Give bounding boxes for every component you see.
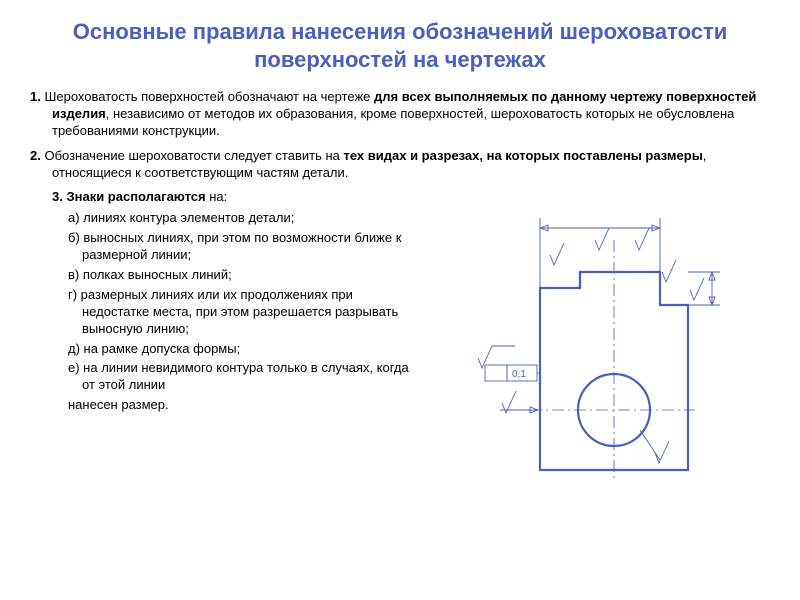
tolerance-label: 0,1	[512, 369, 526, 380]
sub-b: б) выносных линиях, при этом по возможно…	[68, 230, 420, 264]
technical-diagram: 0,1	[430, 210, 750, 490]
sublist: а) линиях контура элементов детали; б) в…	[30, 210, 420, 495]
tolerance-box-1	[485, 365, 507, 381]
sub-e: д) на рамке допуска формы;	[68, 341, 420, 358]
roughness-symbol-1	[550, 243, 564, 265]
p2-lead: Обозначение шероховатости следует ставит…	[41, 148, 344, 163]
roughness-symbol-5	[690, 278, 704, 300]
paragraph-1: 1. Шероховатость поверхностей обозначают…	[30, 89, 770, 140]
sub-a: а) линиях контура элементов детали;	[68, 210, 420, 227]
page-title: Основные правила нанесения обозначений ш…	[30, 18, 770, 73]
sub-g: нанесен размер.	[68, 397, 420, 414]
diagram-wrap: 0,1	[430, 210, 770, 495]
p1-lead: Шероховатость поверхностей обозначают на…	[41, 89, 374, 104]
roughness-symbol-3	[635, 228, 649, 250]
circle-leader	[640, 430, 660, 460]
paragraph-2: 2. Обозначение шероховатости следует ста…	[30, 148, 770, 182]
num-3: 3.	[52, 189, 66, 204]
roughness-symbol-2	[595, 228, 609, 250]
p3-bold: Знаки располагаются	[66, 189, 205, 204]
p3-rest: на:	[206, 189, 228, 204]
sub-d: г) размерных линиях или их продолжениях …	[68, 287, 420, 338]
sub-f: е) на линии невидимого контура только в …	[68, 360, 420, 394]
num-2: 2.	[30, 148, 41, 163]
num-1: 1.	[30, 89, 41, 104]
content: 1. Шероховатость поверхностей обозначают…	[30, 89, 770, 495]
p1-rest: , независимо от методов их образования, …	[52, 106, 734, 138]
paragraph-3: 3. Знаки располагаются на:	[30, 189, 770, 206]
roughness-symbol-4	[662, 260, 676, 282]
roughness-symbol-7	[655, 441, 669, 463]
sub-c: в) полках выносных линий;	[68, 267, 420, 284]
p2-bold: тех видах и разрезах, на которых поставл…	[344, 148, 703, 163]
